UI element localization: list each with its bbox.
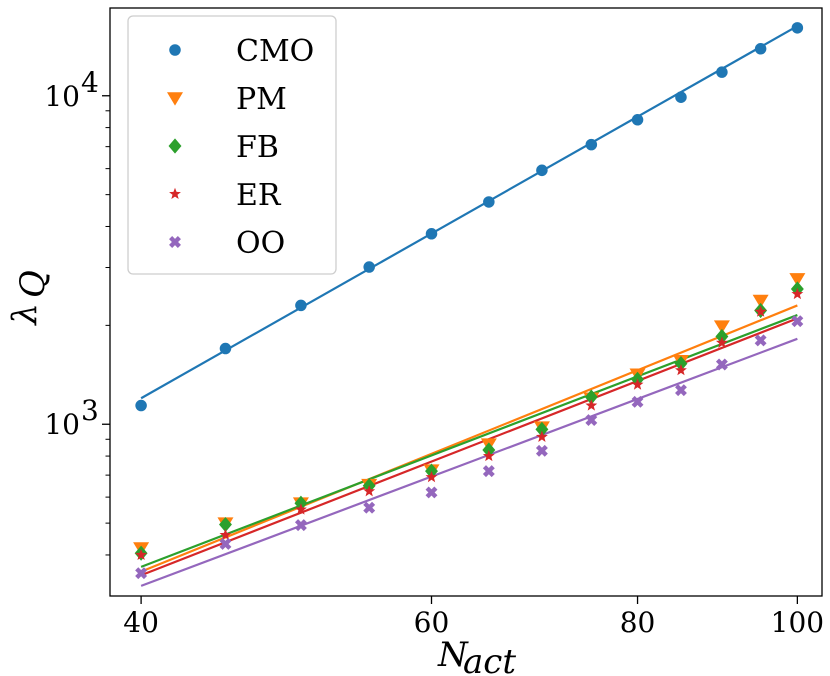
point-pm-90 [713, 320, 730, 334]
point-er-60 [425, 470, 438, 483]
fit-line-oo [140, 337, 798, 587]
legend-label-cmo: CMO [236, 34, 314, 69]
legend-entry-pm: PM [167, 82, 287, 117]
y-tick-exponent: 4 [81, 66, 99, 99]
y-tick-label: 10 [44, 80, 80, 113]
fit-line-pm [140, 304, 798, 573]
legend-entry-oo: OO [169, 226, 285, 261]
series-er [135, 287, 804, 561]
series-cmo [135, 22, 804, 412]
x-tick-label: 40 [123, 606, 159, 639]
point-er-100 [791, 287, 804, 300]
point-cmo-70 [536, 164, 548, 177]
point-oo-70 [535, 444, 548, 457]
point-oo-80 [631, 395, 644, 408]
point-cmo-65 [483, 196, 495, 208]
legend-entry-fb: FB [168, 130, 279, 165]
point-er-95 [754, 305, 767, 317]
fit-line-fb [140, 314, 798, 568]
point-er-40 [135, 548, 148, 561]
point-er-65 [482, 449, 495, 462]
legend-marker-fb [168, 138, 182, 154]
y-axis-label: λ [5, 303, 45, 327]
point-fb-45 [219, 516, 232, 533]
point-cmo-40 [135, 399, 147, 412]
series-oo [135, 315, 804, 580]
point-er-85 [675, 364, 687, 376]
legend-label-fb: FB [236, 130, 279, 165]
legend-label-er: ER [236, 178, 282, 213]
x-axis-label: N [437, 635, 469, 675]
legend-label-pm: PM [236, 82, 287, 117]
legend-marker-oo [169, 236, 181, 248]
data-markers [133, 22, 806, 580]
point-oo-85 [675, 384, 687, 397]
legend-box [127, 15, 337, 275]
legend-marker-er [169, 187, 181, 200]
fit-line-cmo [140, 25, 798, 400]
point-er-50 [294, 503, 307, 515]
fit-lines [140, 25, 798, 587]
x-tick-label: 80 [620, 606, 656, 639]
point-oo-55 [363, 501, 376, 514]
point-pm-100 [789, 273, 806, 287]
point-er-75 [585, 399, 598, 411]
point-cmo-90 [716, 66, 728, 78]
point-fb-70 [535, 421, 549, 437]
point-oo-100 [791, 315, 804, 328]
point-er-55 [363, 485, 376, 497]
point-cmo-55 [363, 261, 375, 273]
point-er-45 [219, 528, 232, 541]
point-oo-75 [585, 414, 598, 426]
point-fb-50 [294, 495, 308, 511]
fit-line-er [140, 317, 798, 577]
point-fb-75 [584, 389, 598, 405]
legend-entry-er: ER [169, 178, 282, 213]
point-er-70 [535, 430, 548, 442]
point-er-90 [715, 336, 728, 348]
point-pm-95 [752, 294, 769, 309]
axes-frame [109, 7, 823, 597]
y-axis-label-subscript: Q [13, 270, 53, 298]
point-cmo-80 [631, 114, 644, 126]
point-oo-60 [425, 486, 438, 499]
x-axis-label-subscript: act [463, 642, 516, 676]
point-cmo-45 [219, 342, 232, 355]
y-tick-exponent: 3 [81, 394, 99, 427]
x-tick-label: 60 [414, 606, 450, 639]
legend-marker-cmo [169, 44, 181, 56]
y-tick-label: 10 [44, 408, 80, 441]
point-er-80 [631, 378, 644, 390]
point-cmo-95 [754, 43, 767, 55]
point-fb-90 [715, 328, 729, 345]
point-cmo-75 [585, 138, 598, 151]
point-cmo-60 [425, 228, 438, 240]
point-oo-65 [482, 465, 495, 478]
point-oo-50 [294, 519, 307, 532]
legend-label-oo: OO [236, 226, 285, 261]
point-oo-95 [754, 334, 767, 347]
legend-entry-cmo: CMO [169, 34, 314, 69]
y-axis-label-group: λQ [5, 270, 53, 327]
legend: CMO PM FB ER OO [127, 15, 337, 275]
point-cmo-100 [791, 22, 804, 34]
point-cmo-85 [675, 91, 687, 103]
point-oo-40 [135, 567, 148, 580]
point-oo-90 [715, 358, 728, 371]
point-cmo-50 [295, 299, 307, 312]
point-oo-45 [219, 538, 232, 550]
x-tick-label: 100 [771, 606, 824, 639]
point-fb-85 [674, 355, 688, 372]
legend-marker-pm [167, 92, 183, 106]
